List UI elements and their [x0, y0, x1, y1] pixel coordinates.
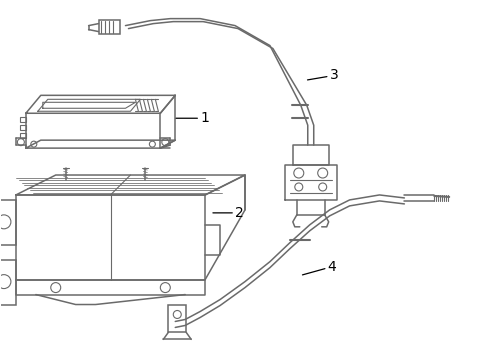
Bar: [168, 305, 186, 332]
Bar: [0, 200, 16, 245]
Text: 1: 1: [176, 111, 209, 125]
Bar: [0, 260, 16, 305]
Bar: [20, 117, 26, 122]
Bar: [20, 125, 26, 130]
Text: 4: 4: [302, 260, 337, 275]
Text: 3: 3: [308, 68, 339, 82]
Bar: [98, 20, 121, 33]
Bar: [20, 133, 26, 138]
Text: 2: 2: [213, 206, 244, 220]
